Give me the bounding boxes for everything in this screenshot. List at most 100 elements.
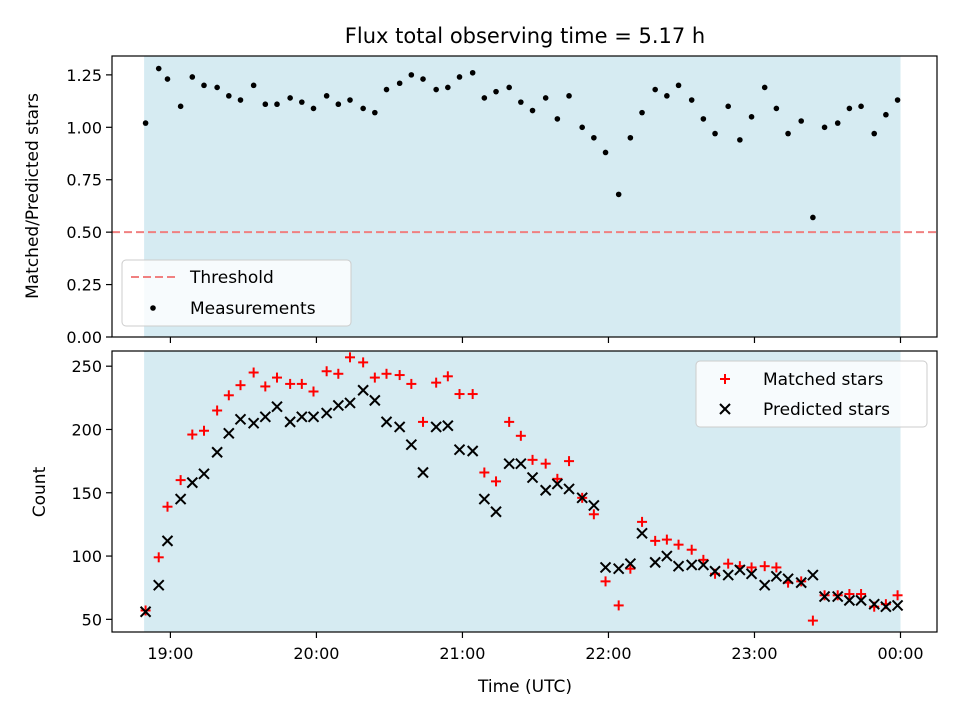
measurement-point	[871, 130, 878, 137]
matched-star-point	[856, 589, 867, 600]
measurement-point	[164, 76, 171, 82]
matched-star-point	[515, 430, 526, 441]
measurement-point	[773, 105, 780, 112]
measurement-point	[846, 105, 853, 112]
matched-star-point	[381, 368, 392, 379]
predicted-star-point	[782, 573, 794, 585]
matched-star-point	[345, 352, 356, 363]
measurement-point	[883, 111, 889, 118]
predicted-star-point	[174, 493, 187, 505]
measurement-point	[748, 114, 755, 120]
bottom-legend: Matched stars Predicted stars	[695, 360, 928, 428]
measurement-point	[177, 103, 184, 110]
predicted-star-point	[770, 570, 783, 583]
measurement-point	[506, 84, 512, 91]
matched-star-point	[418, 416, 429, 427]
predicted-star-point	[818, 590, 831, 603]
predicted-star-point	[198, 468, 210, 480]
predicted-star-point	[734, 564, 746, 576]
matched-star-point	[613, 600, 624, 611]
predicted-star-point	[344, 397, 356, 409]
measurement-point	[493, 88, 499, 95]
matched-star-point	[759, 561, 770, 572]
measurement-point	[250, 82, 257, 89]
legend-measurement-swatch	[150, 305, 156, 311]
predicted-star-point	[891, 599, 904, 612]
matched-star-point	[175, 475, 186, 486]
predicted-star-point	[880, 600, 892, 613]
predicted-star-point	[807, 569, 819, 581]
measurement-point	[810, 214, 816, 221]
y-tick-label: 50	[82, 610, 102, 629]
measurement-point	[725, 103, 731, 110]
matched-star-point	[637, 516, 648, 527]
measurement-point	[518, 99, 524, 105]
y-tick-label: 0.00	[66, 328, 102, 347]
measurement-point	[894, 97, 901, 103]
predicted-star-point	[490, 506, 502, 518]
matched-star-point	[406, 378, 417, 389]
top-legend: Threshold Measurements	[121, 259, 352, 327]
matched-star-point	[527, 454, 538, 465]
measurement-point	[445, 84, 451, 91]
matched-star-point	[333, 368, 344, 379]
predicted-star-point	[697, 559, 710, 571]
bottom-panel-counts: 50 100 150 200 250 19:00 20:00 21:00 22:00 23:00 0…	[71, 350, 938, 663]
measurement-point	[155, 65, 162, 72]
measurement-point	[335, 101, 342, 108]
top-y-axis-label: Matched/Predicted stars	[23, 93, 43, 299]
matched-star-point	[807, 615, 818, 626]
measurement-point	[798, 118, 805, 124]
predicted-star-point	[832, 590, 844, 603]
matched-star-point	[431, 377, 442, 388]
predicted-star-point	[211, 446, 223, 458]
predicted-star-point	[612, 563, 625, 575]
matched-star-point	[844, 589, 855, 600]
measurement-point	[287, 95, 293, 101]
predicted-star-point	[624, 557, 637, 570]
x-tick-label: 00:00	[877, 644, 923, 663]
predicted-star-point	[661, 550, 673, 562]
predicted-star-point	[843, 594, 856, 607]
measurement-point	[627, 134, 634, 141]
x-axis-label: Time (UTC)	[477, 677, 572, 697]
predicted-star-point	[186, 476, 199, 489]
measurement-point	[226, 93, 232, 99]
predicted-star-point	[795, 576, 807, 589]
matched-star-point	[564, 456, 575, 467]
measurement-point	[396, 80, 403, 87]
matched-star-point	[600, 576, 611, 587]
measurement-point	[420, 76, 426, 82]
predicted-star-point	[551, 478, 564, 490]
matched-star-point	[491, 476, 502, 487]
predicted-star-point	[307, 411, 320, 423]
matched-star-point	[661, 534, 672, 545]
predicted-star-point	[478, 493, 491, 505]
measurement-point	[383, 86, 390, 93]
measurement-point	[737, 137, 743, 143]
y-tick-label: 0.75	[66, 171, 102, 190]
matched-star-point	[198, 425, 209, 436]
y-tick-label: 250	[71, 357, 102, 376]
measurement-point	[700, 116, 707, 122]
matched-star-point	[162, 501, 173, 512]
predicted-star-point	[161, 535, 174, 547]
bottom-y-axis-label: Count	[30, 466, 50, 517]
predicted-star-point	[417, 466, 429, 479]
y-tick-label: 150	[71, 484, 102, 503]
predicted-star-point	[758, 579, 771, 591]
axes-frame	[111, 350, 938, 633]
predicted-star-point	[223, 427, 235, 439]
matched-star-point	[442, 371, 453, 382]
matched-star-point	[369, 372, 380, 383]
measurement-point	[591, 134, 597, 141]
predicted-star-point	[599, 561, 612, 574]
y-tick-label: 100	[71, 547, 102, 566]
predicted-star-point	[453, 444, 466, 456]
matched-star-point	[686, 544, 697, 555]
matched-star-point	[308, 386, 319, 397]
predicted-star-point	[855, 594, 867, 607]
x-tick-label: 22:00	[585, 644, 631, 663]
matched-star-point	[892, 590, 903, 601]
x-tick-label: 19:00	[147, 644, 193, 663]
